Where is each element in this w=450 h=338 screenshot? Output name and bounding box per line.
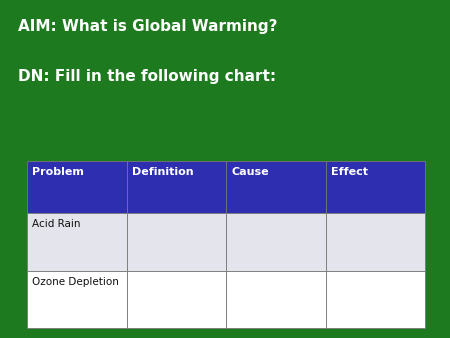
Text: DN: Fill in the following chart:: DN: Fill in the following chart: <box>18 69 276 84</box>
Text: Ozone Depletion: Ozone Depletion <box>32 276 119 287</box>
Bar <box>326 161 425 213</box>
Bar <box>326 270 425 328</box>
Text: Definition: Definition <box>132 167 194 177</box>
Bar <box>126 161 226 213</box>
Text: Effect: Effect <box>331 167 368 177</box>
Bar <box>226 270 326 328</box>
Text: AIM: What is Global Warming?: AIM: What is Global Warming? <box>18 19 278 33</box>
Text: Acid Rain: Acid Rain <box>32 219 81 230</box>
Bar <box>27 270 126 328</box>
Text: Problem: Problem <box>32 167 84 177</box>
Bar <box>226 213 326 270</box>
Bar <box>27 213 126 270</box>
Bar <box>27 161 126 213</box>
Text: Cause: Cause <box>231 167 269 177</box>
Bar <box>226 161 326 213</box>
Bar <box>326 213 425 270</box>
Bar <box>126 213 226 270</box>
Bar <box>126 270 226 328</box>
